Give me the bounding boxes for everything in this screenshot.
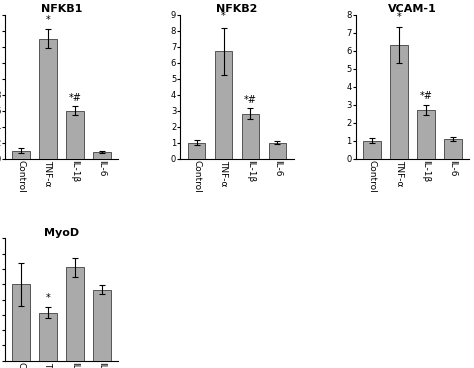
Text: *: * [46, 293, 50, 303]
Bar [242, 114, 259, 159]
Title: NFKB2: NFKB2 [216, 4, 258, 14]
Title: VCAM-1: VCAM-1 [388, 4, 437, 14]
Bar [269, 142, 286, 159]
Bar [215, 52, 232, 159]
Bar [93, 290, 110, 361]
Bar [188, 142, 205, 159]
Bar [417, 110, 435, 159]
Bar [39, 39, 57, 159]
Bar [12, 284, 30, 361]
Bar [391, 45, 408, 159]
Text: *: * [221, 11, 226, 21]
Bar [444, 139, 462, 159]
Bar [93, 152, 110, 159]
Text: *: * [397, 12, 401, 22]
Bar [364, 141, 381, 159]
Text: *#: *# [419, 91, 433, 101]
Bar [39, 312, 57, 361]
Text: *#: *# [244, 95, 257, 105]
Bar [12, 151, 30, 159]
Bar [66, 111, 83, 159]
Title: MyoD: MyoD [44, 227, 79, 238]
Title: NFKB1: NFKB1 [41, 4, 82, 14]
Text: *#: *# [68, 93, 82, 103]
Text: *: * [46, 15, 50, 25]
Bar [66, 268, 83, 361]
